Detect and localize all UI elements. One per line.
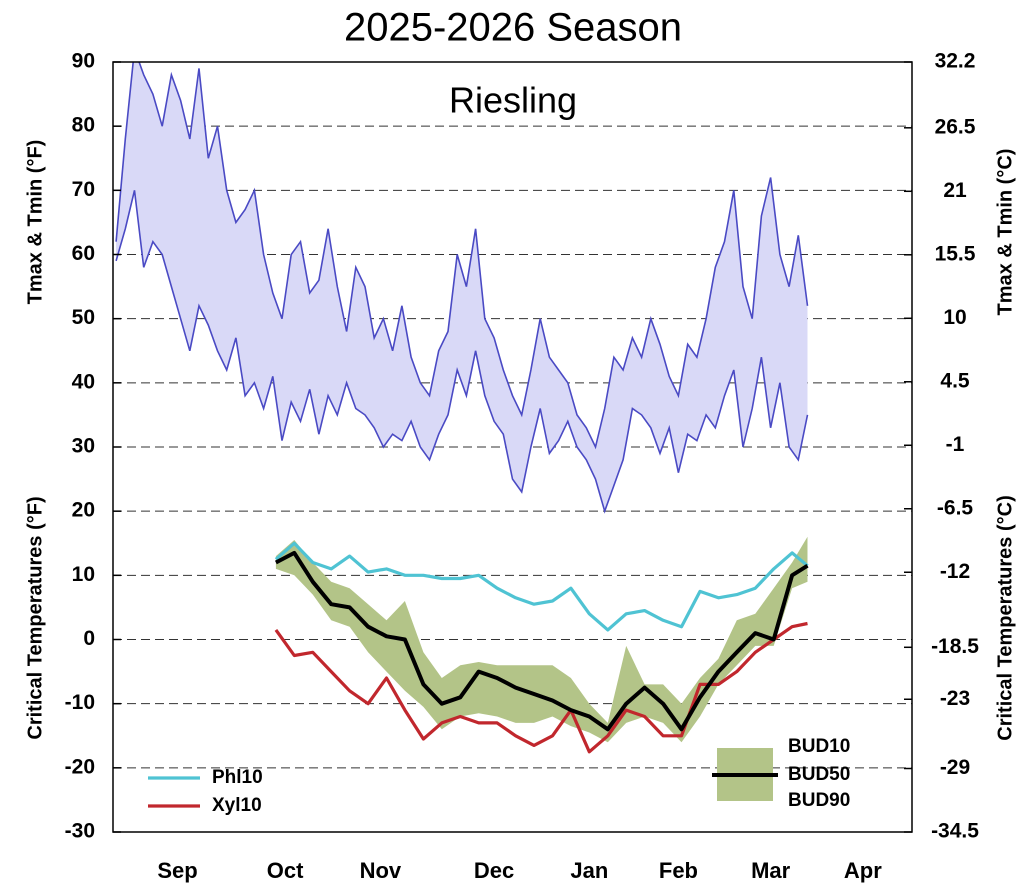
x-tick-label: Sep [157, 858, 197, 883]
y-tick-label: 80 [72, 114, 95, 137]
y2-tick-label: -6.5 [937, 496, 974, 519]
y2-tick-label: -18.5 [931, 635, 979, 658]
x-tick-label: Nov [360, 858, 402, 883]
y-tick-label: 90 [72, 50, 95, 73]
y-axis-label: Tmax & Tmin (°F) [24, 140, 46, 305]
x-tick-label: Apr [844, 858, 882, 883]
y-tick-label: -10 [65, 691, 95, 714]
y-tick-label: 40 [72, 370, 95, 393]
y-tick-label: -20 [65, 755, 95, 778]
plot-area [113, 62, 912, 832]
y2-tick-label: -23 [940, 687, 970, 710]
x-tick-label: Feb [659, 858, 698, 883]
y2-tick-label: 15.5 [935, 242, 976, 265]
y-tick-label: 10 [72, 563, 95, 586]
y-tick-label: 20 [72, 499, 95, 522]
series-line [274, 541, 809, 632]
legend-label: BUD10 [788, 736, 850, 757]
temperature-max-line [115, 62, 809, 450]
x-tick-label: Jan [570, 858, 608, 883]
series-line [274, 550, 809, 732]
y2-tick-label: 10 [943, 306, 966, 329]
y2-tick-label: -29 [940, 756, 970, 779]
y2-tick-label: 32.2 [935, 50, 976, 73]
y-tick-label: -30 [65, 820, 95, 843]
y2-tick-label: 26.5 [935, 115, 976, 138]
legend-label: Xyl10 [212, 795, 262, 816]
legend-label: Phl10 [212, 767, 263, 788]
y-tick-label: 50 [72, 306, 95, 329]
y-axis-label: Critical Temperatures (°F) [24, 496, 46, 739]
y2-tick-label: -12 [940, 560, 970, 583]
bud-band [275, 536, 808, 743]
x-tick-label: Dec [474, 858, 514, 883]
y2-axis-label: Tmax & Tmin (°C) [994, 149, 1016, 316]
y-tick-label: 30 [72, 435, 95, 458]
annotation: Riesling [449, 80, 577, 121]
y2-tick-label: 21 [943, 179, 967, 202]
y2-tick-label: 4.5 [940, 369, 970, 392]
y-tick-label: 60 [72, 242, 95, 265]
legend-label: BUD50 [788, 764, 850, 785]
temperature-min-line [115, 190, 809, 514]
y2-tick-label: -34.5 [931, 820, 979, 843]
y-tick-label: 0 [83, 627, 95, 650]
x-tick-label: Oct [267, 858, 304, 883]
y2-axis-label: Critical Temperatures (°C) [994, 495, 1016, 740]
x-tick-label: Mar [751, 858, 791, 883]
temperature-range-area [116, 62, 808, 512]
series-line [274, 621, 808, 754]
y-tick-label: 70 [72, 178, 95, 201]
chart-title: 2025-2026 Season [344, 6, 682, 50]
y2-tick-label: -1 [946, 433, 965, 456]
legend-label: BUD90 [788, 790, 850, 811]
